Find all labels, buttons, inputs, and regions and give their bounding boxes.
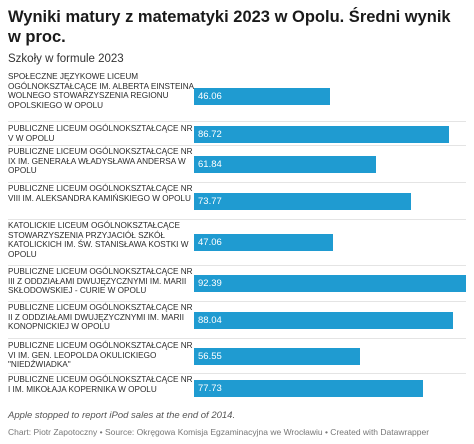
bar-value-label: 61.84 (198, 159, 222, 170)
bar: 92.39 (194, 275, 466, 292)
chart-footer: Chart: Piotr Zapotoczny • Source: Okręgo… (8, 427, 430, 437)
row-separator (8, 301, 466, 302)
row-separator (8, 219, 466, 220)
bar-value-label: 88.04 (198, 315, 222, 326)
category-label: PUBLICZNE LICEUM OGÓLNOKSZTAŁCĄCE NR II … (8, 303, 193, 332)
chart-row: SPOŁECZNE JĘZYKOWE LICEUM OGÓLNOKSZTAŁCĄ… (0, 72, 474, 120)
category-label: PUBLICZNE LICEUM OGÓLNOKSZTAŁCĄCE NR III… (8, 267, 193, 296)
bar-value-label: 86.72 (198, 129, 222, 140)
bar-value-label: 92.39 (198, 278, 222, 289)
bar-value-label: 56.55 (198, 351, 222, 362)
category-label: PUBLICZNE LICEUM OGÓLNOKSZTAŁCĄCE NR IX … (8, 147, 193, 176)
bar-value-label: 73.77 (198, 196, 222, 207)
bar-chart: SPOŁECZNE JĘZYKOWE LICEUM OGÓLNOKSZTAŁCĄ… (0, 72, 474, 402)
bar: 46.06 (194, 88, 330, 105)
category-label: SPOŁECZNE JĘZYKOWE LICEUM OGÓLNOKSZTAŁCĄ… (8, 72, 194, 110)
chart-subtitle: Szkoły w formule 2023 (8, 53, 124, 65)
row-separator (8, 338, 466, 339)
bar: 88.04 (194, 312, 454, 329)
chart-row: PUBLICZNE LICEUM OGÓLNOKSZTAŁCĄCE NR IX … (0, 147, 474, 181)
chart-row: PUBLICZNE LICEUM OGÓLNOKSZTAŁCĄCE NR II … (0, 303, 474, 337)
bar: 56.55 (194, 348, 361, 365)
chart-note: Apple stopped to report iPod sales at th… (8, 410, 236, 421)
chart-row: PUBLICZNE LICEUM OGÓLNOKSZTAŁCĄCE NR VII… (0, 184, 474, 218)
chart-title: Wyniki matury z matematyki 2023 w Opolu.… (8, 8, 451, 46)
bar: 61.84 (194, 156, 377, 173)
chart-row: PUBLICZNE LICEUM OGÓLNOKSZTAŁCĄCE NR V W… (0, 124, 474, 144)
row-separator (8, 121, 466, 122)
bar-value-label: 77.73 (198, 383, 222, 394)
category-label: PUBLICZNE LICEUM OGÓLNOKSZTAŁCĄCE NR I I… (8, 375, 193, 394)
bar-value-label: 47.06 (198, 237, 222, 248)
category-label: PUBLICZNE LICEUM OGÓLNOKSZTAŁCĄCE NR VII… (8, 184, 193, 203)
chart-row: PUBLICZNE LICEUM OGÓLNOKSZTAŁCĄCE NR III… (0, 267, 474, 300)
row-separator (8, 265, 466, 266)
category-label: PUBLICZNE LICEUM OGÓLNOKSZTAŁCĄCE NR V W… (8, 124, 193, 143)
category-label: KATOLICKIE LICEUM OGÓLNOKSZTAŁCĄCE STOWA… (8, 221, 189, 259)
bar: 86.72 (194, 126, 450, 143)
bar: 77.73 (194, 380, 423, 397)
bar-value-label: 46.06 (198, 91, 222, 102)
bar: 73.77 (194, 193, 412, 210)
chart-row: KATOLICKIE LICEUM OGÓLNOKSZTAŁCĄCE STOWA… (0, 221, 474, 264)
chart-row: PUBLICZNE LICEUM OGÓLNOKSZTAŁCĄCE NR I I… (0, 375, 474, 401)
row-separator (8, 182, 466, 183)
bar: 47.06 (194, 234, 333, 251)
category-label: PUBLICZNE LICEUM OGÓLNOKSZTAŁCĄCE NR VI … (8, 341, 193, 370)
row-separator (8, 145, 466, 146)
chart-row: PUBLICZNE LICEUM OGÓLNOKSZTAŁCĄCE NR VI … (0, 341, 474, 372)
row-separator (8, 373, 466, 374)
